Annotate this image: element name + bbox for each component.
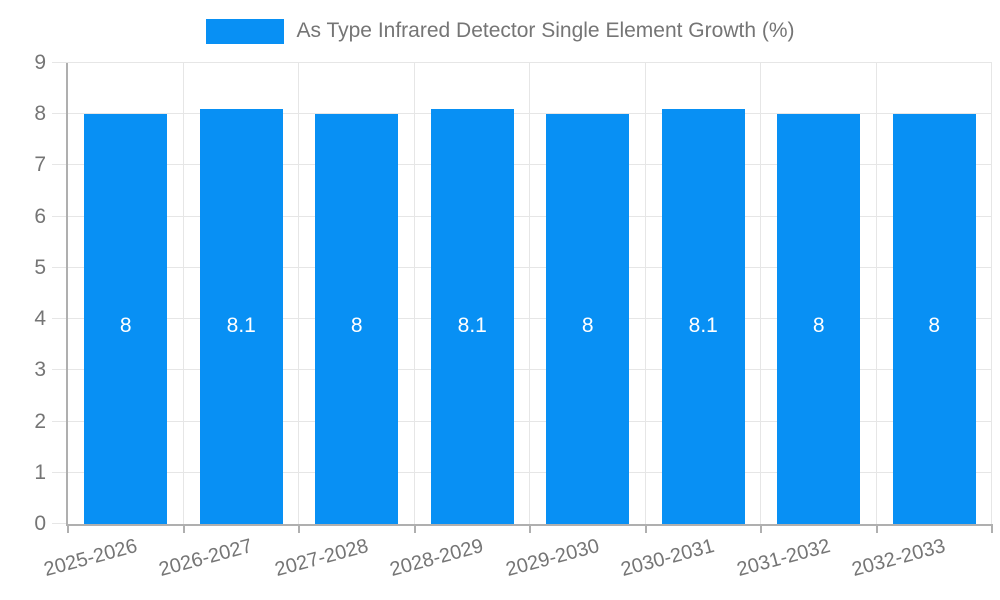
h-gridline <box>68 62 992 63</box>
legend: As Type Infrared Detector Single Element… <box>0 16 1000 46</box>
bar-value-label: 8 <box>119 314 132 337</box>
y-axis-tick <box>52 164 68 166</box>
h-gridline <box>68 420 992 422</box>
v-gridline <box>760 63 761 524</box>
bar-value-label: 8 <box>350 314 363 337</box>
v-gridline <box>413 63 415 524</box>
v-gridline <box>991 63 992 524</box>
y-axis-label: 7 <box>34 153 46 177</box>
bar-value-label: 8 <box>928 314 941 337</box>
y-axis-tick <box>52 318 68 320</box>
y-axis-label: 6 <box>34 204 46 228</box>
x-axis-tick <box>529 524 531 533</box>
x-axis-tick <box>182 524 185 533</box>
v-gridline <box>875 63 877 524</box>
y-axis-label: 3 <box>34 358 46 382</box>
bar[interactable]: 8 <box>84 114 168 524</box>
y-axis-tick <box>52 113 68 115</box>
x-axis-tick <box>644 524 647 533</box>
y-axis-tick <box>52 215 68 217</box>
y-axis-tick <box>52 420 68 422</box>
h-gridline <box>68 266 992 268</box>
y-axis-label: 2 <box>34 409 46 433</box>
h-gridline <box>68 113 992 115</box>
y-axis-tick <box>52 471 68 473</box>
y-axis-label: 8 <box>34 102 46 126</box>
bar[interactable]: 8 <box>777 114 861 524</box>
bar[interactable]: 8.1 <box>661 109 745 524</box>
h-gridline <box>68 215 992 217</box>
plot-area: 0 1 2 3 4 5 6 7 8 9 8 2025-2026 8.1 2026-2027 8 2027-20… <box>34 52 993 581</box>
v-gridline <box>644 63 646 524</box>
y-axis-label: 9 <box>34 51 46 74</box>
bar-value-label: 8 <box>812 314 825 337</box>
v-gridline <box>298 63 299 524</box>
bar[interactable]: 8 <box>892 114 976 524</box>
x-axis-tick <box>67 524 69 533</box>
x-axis-tick <box>760 524 762 533</box>
bar-value-label: 8.1 <box>688 314 718 337</box>
y-axis-label: 4 <box>34 307 46 331</box>
x-axis-tick <box>298 524 300 533</box>
legend-swatch[interactable] <box>205 18 284 44</box>
legend-label[interactable]: As Type Infrared Detector Single Element… <box>296 19 795 42</box>
bar-value-label: 8.1 <box>457 314 487 337</box>
bar-value-label: 8 <box>581 314 594 337</box>
y-axis-label: 5 <box>34 255 46 279</box>
bar[interactable]: 8.1 <box>430 109 514 524</box>
x-axis-tick <box>875 524 878 533</box>
bar[interactable]: 8.1 <box>199 109 283 524</box>
bar-value-label: 8.1 <box>226 314 256 337</box>
x-axis-tick <box>413 524 416 533</box>
y-axis-tick <box>52 523 68 524</box>
v-gridline <box>182 63 184 524</box>
y-axis-tick <box>52 266 68 268</box>
y-axis-label: 1 <box>34 460 46 484</box>
h-gridline <box>68 164 992 166</box>
bar[interactable]: 8 <box>546 114 630 524</box>
y-axis-line <box>66 63 68 524</box>
h-gridline <box>68 318 992 320</box>
y-axis-tick <box>52 369 68 371</box>
h-gridline <box>68 471 992 473</box>
x-axis-tick <box>991 524 993 533</box>
h-gridline <box>68 369 992 371</box>
y-axis-label: 0 <box>34 512 46 535</box>
v-gridline <box>529 63 530 524</box>
bar[interactable]: 8 <box>315 114 399 524</box>
y-axis-tick <box>52 62 68 63</box>
